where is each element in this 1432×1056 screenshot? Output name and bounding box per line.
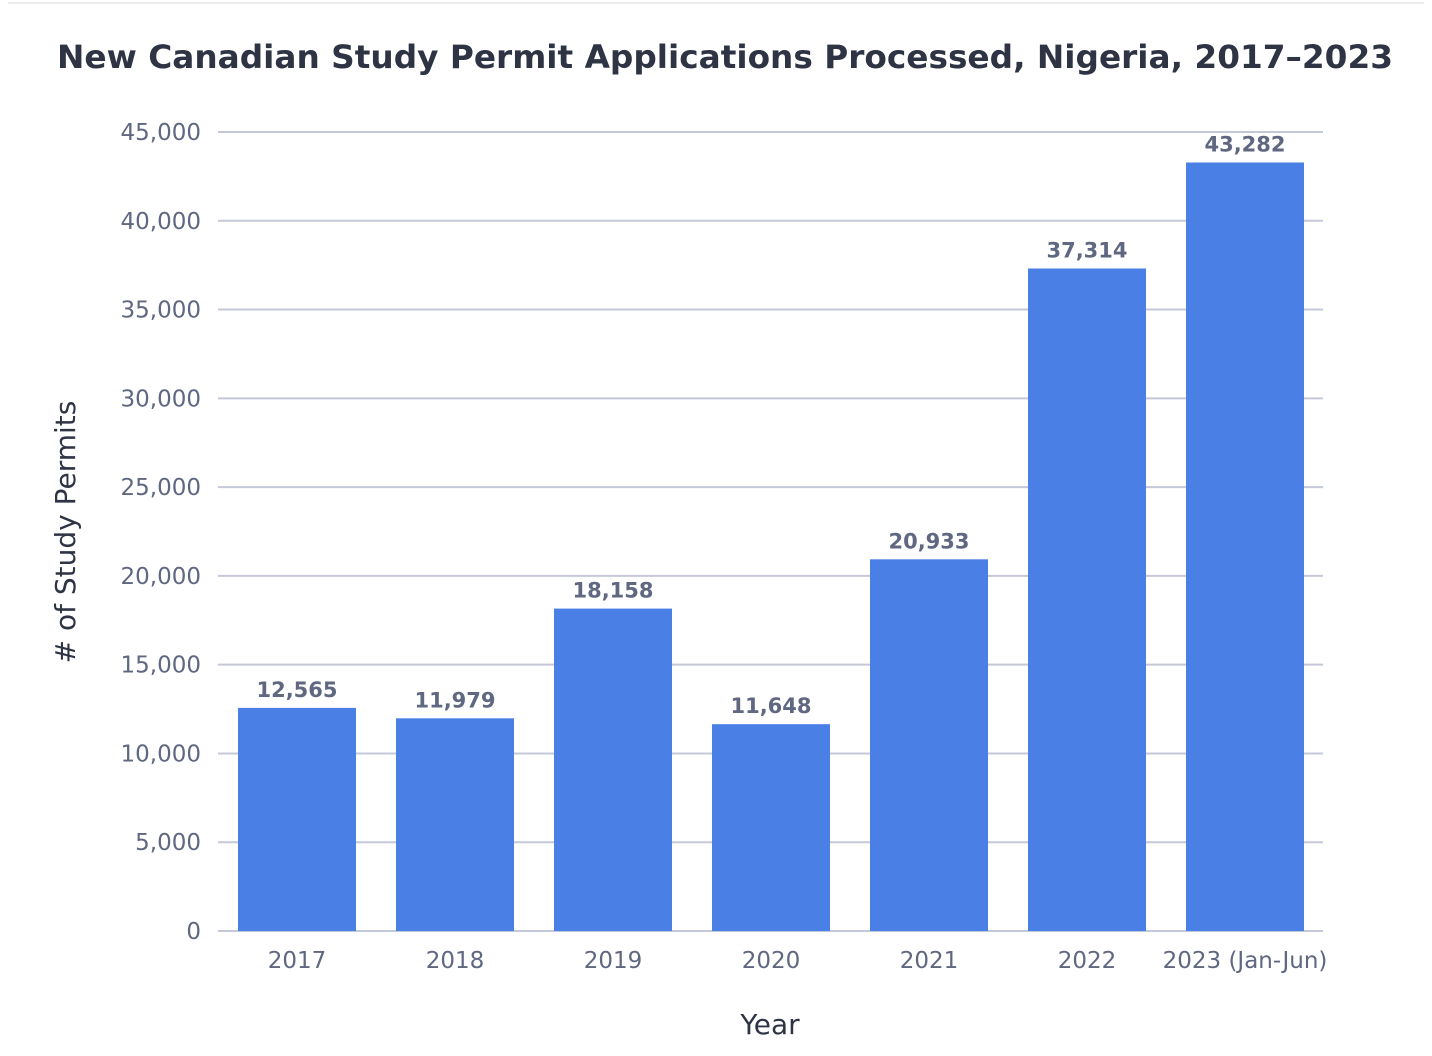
y-tick-label: 25,000 [121, 475, 201, 501]
top-border [8, 2, 1424, 4]
x-tick-label: 2018 [426, 948, 485, 974]
x-tick-label: 2020 [742, 948, 801, 974]
y-tick-label: 35,000 [121, 298, 201, 324]
data-label: 43,282 [1204, 133, 1285, 157]
data-label: 20,933 [888, 529, 969, 553]
data-label: 37,314 [1046, 238, 1127, 262]
y-tick-label: 30,000 [121, 386, 201, 412]
bar-2023 [1186, 162, 1304, 932]
x-tick-label: 2019 [584, 948, 643, 974]
y-tick-label: 5,000 [135, 830, 201, 856]
y-tick-label: 0 [186, 919, 201, 945]
x-tick-label: 2022 [1058, 948, 1117, 974]
y-tick-label: 40,000 [121, 209, 201, 235]
chart-title: New Canadian Study Permit Applications P… [57, 38, 1393, 76]
bar-2018 [396, 718, 514, 931]
data-label: 11,979 [414, 688, 495, 712]
x-tick-label: 2017 [268, 948, 327, 974]
bar-2020 [712, 724, 830, 931]
data-label: 11,648 [730, 694, 811, 718]
bar-2017 [238, 707, 356, 931]
y-axis-label: # of Study Permits [49, 401, 82, 664]
bar-2019 [554, 608, 672, 931]
y-tick-label: 20,000 [121, 564, 201, 590]
x-axis-label: Year [739, 1008, 800, 1041]
y-tick-label: 10,000 [121, 741, 201, 767]
x-tick-label: 2023 (Jan-Jun) [1163, 948, 1328, 974]
data-label: 12,565 [256, 678, 337, 702]
bar-2021 [870, 559, 988, 931]
bar-2022 [1028, 268, 1146, 931]
y-tick-label: 45,000 [121, 120, 201, 146]
y-tick-label: 15,000 [121, 653, 201, 679]
data-label: 18,158 [572, 579, 653, 603]
x-tick-label: 2021 [900, 948, 959, 974]
